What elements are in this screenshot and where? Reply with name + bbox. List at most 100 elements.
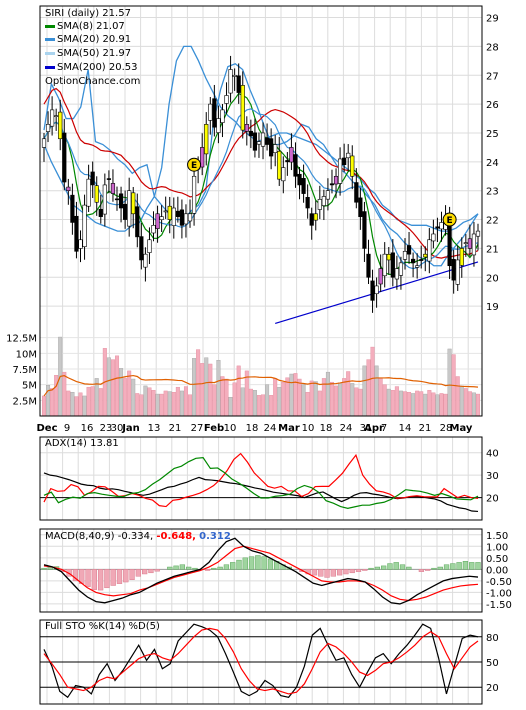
candle-body: [411, 258, 416, 264]
candle-body: [370, 280, 375, 301]
volume-bar: [338, 382, 343, 417]
macd-histogram-bar: [123, 569, 129, 583]
candle-body: [54, 115, 59, 117]
candle-body: [90, 171, 95, 186]
macd-histogram-bar: [135, 569, 141, 577]
earnings-marker-letter: E: [191, 161, 197, 171]
legend-sma200: SMA(200) 20.53: [45, 62, 138, 73]
candle-body: [297, 173, 302, 186]
candle-body: [455, 259, 460, 285]
volume-bar: [366, 359, 371, 417]
candle-body: [362, 211, 367, 249]
macd-histogram-bar: [349, 569, 355, 574]
volume-bar: [382, 384, 387, 417]
adx-tick-label: 20: [486, 494, 499, 505]
candle-body: [187, 213, 193, 222]
candle-body: [329, 183, 335, 186]
volume-bar: [411, 393, 416, 417]
volume-bar: [374, 365, 379, 417]
macd-histogram-bar: [418, 569, 425, 572]
macd-histogram-bar: [192, 567, 198, 570]
x-axis-tick-label: 18: [246, 423, 259, 434]
volume-bar: [159, 393, 164, 417]
volume-bar: [386, 388, 391, 417]
volume-bar: [192, 358, 197, 417]
candle-body: [285, 160, 290, 163]
candle-body: [58, 111, 63, 140]
macd-histogram-bar: [179, 564, 186, 570]
macd-histogram-bar: [116, 569, 123, 584]
legend-sma50-swatch: [45, 51, 55, 55]
price-tick-label: 26: [486, 100, 499, 111]
volume-bar: [370, 346, 375, 417]
candle-body: [402, 251, 408, 260]
candle-body: [382, 253, 387, 277]
volume-bar: [309, 380, 314, 417]
legend-sma200-swatch: [45, 65, 55, 69]
x-axis-tick-label: 14: [399, 423, 412, 434]
candle-body: [305, 197, 310, 209]
macd-signal-value: -0.648,: [156, 531, 196, 542]
macd-histogram-bar: [355, 569, 362, 572]
price-tick-label: 21: [486, 244, 499, 255]
volume-bar: [196, 349, 201, 417]
macd-histogram-bar: [469, 562, 475, 570]
price-tick-label: 23: [486, 187, 499, 198]
candle-body: [325, 190, 331, 200]
volume-bar: [329, 381, 334, 417]
candle-body: [313, 213, 318, 221]
candle-body: [163, 210, 168, 213]
candle-body: [248, 130, 253, 137]
candle-body: [143, 253, 148, 268]
volume-bar: [362, 365, 367, 417]
volume-bar: [252, 390, 257, 417]
candle-body: [309, 213, 314, 226]
candle-body: [155, 213, 160, 229]
panel-frame-adx: [39, 436, 483, 521]
legend-sma8: SMA(8) 21.07: [45, 21, 125, 32]
price-title: SIRI (daily) 21.57: [45, 8, 131, 19]
volume-bar: [342, 378, 347, 417]
volume-bar: [200, 363, 205, 417]
candle-body: [204, 124, 209, 155]
candle-body: [200, 147, 205, 168]
price-tick-label: 27: [486, 71, 499, 82]
volume-bar: [297, 378, 302, 417]
volume-bar: [313, 381, 318, 417]
sto-tick-label: 50: [486, 658, 499, 669]
volume-bar: [66, 390, 71, 417]
volume-bar: [435, 394, 440, 417]
volume-bar: [232, 382, 237, 417]
volume-bar: [273, 378, 278, 417]
volume-bar: [423, 393, 428, 417]
macd-histogram-bar: [41, 567, 47, 570]
volume-bar: [74, 396, 79, 417]
volume-bar: [106, 357, 111, 417]
volume-bar: [78, 392, 83, 417]
candle-body: [131, 192, 136, 215]
macd-histogram-bar: [336, 569, 343, 576]
volume-bar: [471, 392, 476, 417]
volume-bar: [334, 385, 339, 417]
volume-bar: [54, 375, 59, 417]
x-axis-tick-label: Mar: [278, 423, 300, 434]
volume-bar: [179, 390, 184, 417]
candle-body: [216, 118, 221, 133]
macd-tick-label: -1.00: [486, 588, 512, 599]
legend-sma20-swatch: [45, 37, 55, 41]
macd-histogram-bar: [330, 569, 336, 577]
macd-hist-value: 0.312: [199, 531, 231, 542]
volume-bar: [289, 373, 294, 417]
volume-bar: [123, 378, 128, 417]
volume-bar: [269, 395, 274, 417]
x-axis-tick-label: 23: [100, 423, 113, 434]
legend-sma20-label: SMA(20) 20.91: [57, 34, 132, 45]
candle-body: [106, 178, 111, 180]
volume-bar: [167, 391, 172, 417]
adx-title: ADX(14) 13.81: [45, 438, 119, 449]
macd-histogram-bar: [462, 561, 469, 570]
macd-tick-label: 1.00: [486, 542, 508, 553]
volume-tick-label: 7.5M: [12, 365, 37, 376]
macd-histogram-bar: [343, 569, 349, 575]
